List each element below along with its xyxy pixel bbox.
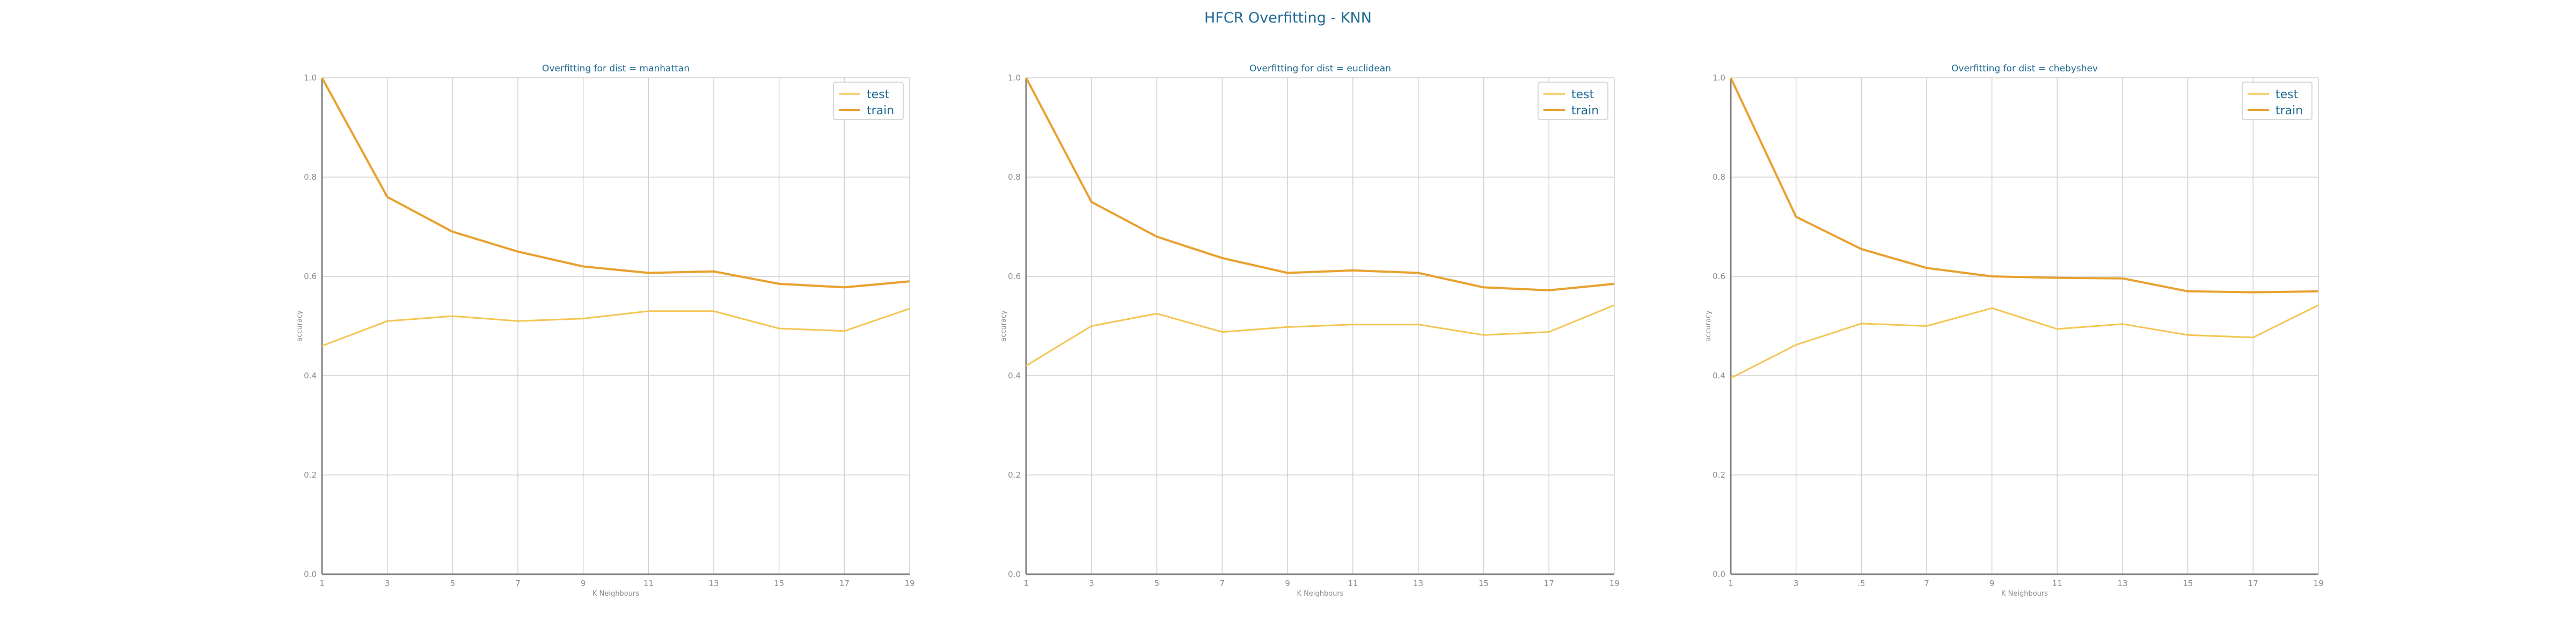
- y-tick-label: 0.4: [1713, 371, 1725, 380]
- x-tick-label: 9: [581, 579, 586, 588]
- legend-label-train: train: [2275, 104, 2303, 118]
- x-tick-label: 1: [1728, 579, 1733, 588]
- figure-title: HFCR Overfitting - KNN: [1204, 10, 1372, 26]
- x-tick-label: 19: [2313, 579, 2323, 588]
- x-tick-label: 3: [1089, 579, 1094, 588]
- y-tick-label: 0.0: [304, 569, 317, 579]
- y-tick-label: 0.8: [1008, 172, 1021, 182]
- legend-label-test: test: [1571, 88, 1594, 101]
- y-tick-label: 0.8: [1713, 172, 1725, 182]
- series-line-train: [1025, 77, 1615, 291]
- y-tick-label: 0.4: [304, 371, 317, 380]
- x-tick-label: 19: [1609, 579, 1619, 588]
- y-tick-label: 1.0: [304, 73, 317, 83]
- x-tick-label: 11: [2052, 579, 2062, 588]
- legend: test train: [2242, 82, 2312, 120]
- x-tick-label: 1: [1023, 579, 1029, 588]
- y-tick-label: 0.0: [1713, 569, 1725, 579]
- x-tick-label: 5: [1154, 579, 1160, 588]
- series-line-test: [321, 308, 910, 347]
- x-tick-label: 15: [2183, 579, 2193, 588]
- x-tick-label: 5: [450, 579, 456, 588]
- x-tick-label: 7: [1220, 579, 1225, 588]
- x-axis-label: K Neighbours: [592, 590, 639, 598]
- x-tick-label: 13: [1413, 579, 1423, 588]
- x-tick-label: .5: [1857, 579, 1865, 588]
- legend: test train: [833, 82, 904, 120]
- x-axis-label: K Neighbours: [1297, 590, 1343, 598]
- x-tick-label: 17: [1544, 579, 1554, 588]
- x-tick-label: 11: [1348, 579, 1358, 588]
- series-line-test: [1730, 304, 2319, 379]
- legend-label-train: train: [1571, 104, 1599, 118]
- y-tick-label: 0.6: [1008, 272, 1021, 281]
- x-tick-label: 17: [2248, 579, 2258, 588]
- subplot-title: Overfitting for dist = euclidean: [1249, 63, 1391, 74]
- x-tick-label: 19: [904, 579, 914, 588]
- x-tick-label: 15: [774, 579, 784, 588]
- x-tick-label: 11: [643, 579, 654, 588]
- legend-label-test: test: [2275, 88, 2299, 101]
- legend-label-train: train: [867, 104, 894, 118]
- y-tick-label: 0.6: [1713, 272, 1725, 281]
- x-tick-label: 9: [1285, 579, 1290, 588]
- legend: test train: [1538, 82, 1608, 120]
- y-tick-label: 0.0: [1008, 569, 1021, 579]
- y-tick-label: 0.2: [1008, 470, 1021, 480]
- y-tick-label: 0.4: [1008, 371, 1021, 380]
- y-axis-label: accuracy: [1704, 310, 1713, 342]
- series-line-test: [1026, 304, 1615, 367]
- x-axis-label: K Neighbours: [2001, 590, 2048, 598]
- y-tick-label: 1.0: [1008, 73, 1021, 83]
- y-tick-label: 0.2: [304, 470, 317, 480]
- x-tick-label: 1: [319, 579, 325, 588]
- x-tick-label: 7: [1924, 579, 1929, 588]
- y-tick-label: 0.2: [1713, 470, 1725, 480]
- x-tick-label: 13: [2117, 579, 2127, 588]
- x-tick-label: 9: [1989, 579, 1995, 588]
- x-tick-label: 7: [515, 579, 521, 588]
- series-line-train: [321, 77, 910, 289]
- y-axis-label: accuracy: [296, 310, 304, 342]
- x-tick-label: 13: [708, 579, 719, 588]
- legend-label-test: test: [867, 88, 890, 101]
- subplot-title: Overfitting for dist = chebyshev: [1951, 63, 2098, 74]
- y-tick-label: 0.8: [304, 172, 317, 182]
- x-tick-label: 15: [1479, 579, 1489, 588]
- y-axis-label: accuracy: [1000, 310, 1008, 342]
- x-tick-label: 17: [839, 579, 850, 588]
- series-line-train: [1730, 77, 2319, 294]
- x-tick-label: 3: [385, 579, 390, 588]
- y-tick-label: 1.0: [1713, 73, 1725, 83]
- x-tick-label: 3: [1794, 579, 1799, 588]
- subplot-title: Overfitting for dist = manhattan: [542, 63, 690, 74]
- y-tick-label: 0.6: [304, 272, 317, 281]
